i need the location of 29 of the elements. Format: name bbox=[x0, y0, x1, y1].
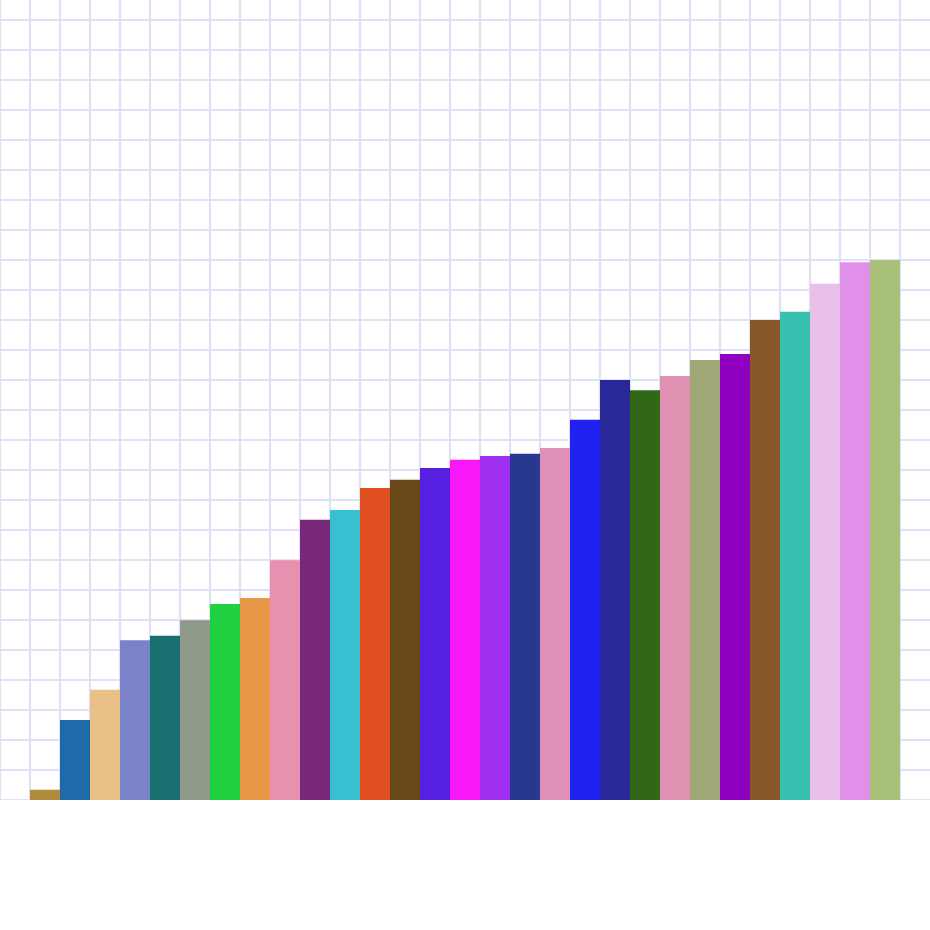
bar bbox=[780, 311, 810, 800]
bar bbox=[810, 283, 840, 800]
bar bbox=[420, 467, 450, 800]
bar bbox=[720, 353, 750, 800]
bar bbox=[300, 519, 330, 800]
bar bbox=[570, 419, 600, 800]
bar bbox=[360, 487, 390, 800]
bar bbox=[210, 603, 240, 800]
bar bbox=[600, 379, 630, 800]
bar bbox=[450, 459, 480, 800]
bar bbox=[270, 560, 300, 800]
bar bbox=[630, 390, 660, 800]
bar bbox=[480, 456, 510, 800]
bar bbox=[540, 447, 570, 800]
bar bbox=[660, 376, 690, 800]
bar bbox=[120, 640, 150, 800]
bar bbox=[30, 789, 60, 800]
bar bbox=[60, 720, 90, 800]
bar bbox=[330, 510, 360, 800]
bar bbox=[390, 479, 420, 800]
bar bbox=[180, 620, 210, 800]
bar bbox=[240, 598, 270, 800]
bar bbox=[690, 359, 720, 800]
bar bbox=[750, 319, 780, 800]
bar bbox=[840, 262, 870, 800]
bar bbox=[90, 689, 120, 800]
bar bbox=[870, 260, 900, 800]
bar bbox=[150, 635, 180, 800]
bar bbox=[510, 453, 540, 800]
